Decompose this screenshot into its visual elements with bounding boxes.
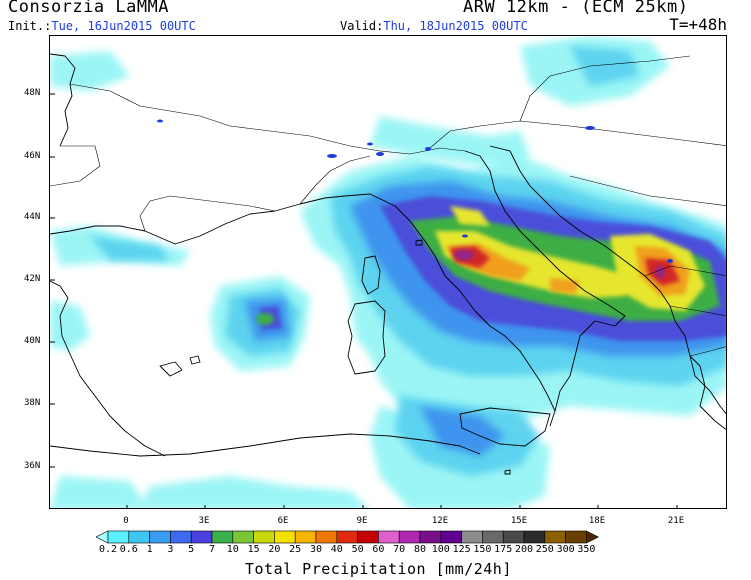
valid-time: Valid:Thu, 18Jun2015 00UTC [340,19,528,33]
lon-label-9e: 9E [356,516,368,526]
colorbar-label: 25 [289,544,302,555]
colorbar-label: 40 [330,544,343,555]
legend-title: Total Precipitation [mm/24h] [245,560,512,578]
colorbar-swatch [398,530,421,544]
lat-label-48n: 48N [24,88,41,98]
colorbar-max-triangle [586,530,600,544]
colorbar-swatch [315,530,338,544]
valid-label: Valid: [340,19,384,33]
lon-label-6e: 6E [277,516,289,526]
colorbar-swatch [274,530,296,544]
colorbar-label: 0.2 [98,544,118,555]
colorbar-min-triangle [96,530,109,544]
colorbar-label: 1 [146,544,153,555]
lakes [157,119,673,263]
colorbar-label: 50 [351,544,364,555]
map-ticks [50,93,678,508]
precip-purple-layer [454,250,665,278]
colorbar-swatch [336,530,358,544]
colorbar-label: 10 [226,544,239,555]
colorbar-label: 7 [208,544,216,555]
colorbar-swatch [170,530,192,544]
colorbar-swatch [378,530,400,544]
lon-label-12e: 12E [431,516,449,526]
colorbar-label: 175 [494,544,513,555]
colorbar-label: 200 [514,544,534,555]
colorbar-label: 250 [535,544,554,555]
colorbar-swatch [211,530,234,544]
colorbar-swatch [357,530,379,544]
colorbar-label: 0.6 [119,544,138,555]
colorbar-label: 350 [577,544,596,555]
lat-label-36n: 36N [24,461,41,471]
colorbar-swatch [461,530,483,544]
lat-label-46n: 46N [24,151,41,161]
colorbar-label: 150 [473,544,492,555]
colorbar-swatch [565,530,587,544]
colorbar-swatch [149,530,171,544]
colorbar-label: 100 [431,544,450,555]
colorbar-swatch [502,530,525,544]
colorbar-label: 20 [268,544,281,555]
colorbar-swatch [419,530,442,544]
colorbar-label: 15 [247,544,260,555]
lat-label-38n: 38N [24,398,41,408]
colorbar-label: 3 [167,544,174,555]
lon-label-0: 0 [123,516,129,526]
init-value: Tue, 16Jun2015 00UTC [51,19,196,33]
init-time: Init.:Tue, 16Jun2015 00UTC [8,19,196,33]
map-canvas [50,36,726,508]
colorbar-label: 125 [452,544,471,555]
precipitation-map [49,35,727,509]
colorbar-swatch [523,530,546,544]
colorbar-swatch [253,530,275,544]
org-title: Consorzia LaMMA [8,0,170,17]
init-label: Init.: [8,19,52,33]
colorbar-swatch [232,530,254,544]
colorbar-label: 30 [309,544,323,555]
colorbar-swatch [440,530,462,544]
colorbar [96,530,600,544]
model-title: ARW 12km - (ECM 25km) [463,0,689,17]
lon-label-21e: 21E [667,516,685,526]
lead-time: T=+48h [669,15,727,34]
colorbar-label: 60 [372,544,385,555]
colorbar-label: 70 [393,544,406,555]
colorbar-swatch [190,530,213,544]
lon-label-3e: 3E [198,516,210,526]
colorbar-label: 5 [188,544,195,555]
colorbar-label: 80 [413,544,427,555]
lon-label-15e: 15E [510,516,528,526]
colorbar-swatch [544,530,566,544]
colorbar-swatch [107,530,130,544]
lat-label-40n: 40N [24,336,41,346]
colorbar-swatch [294,530,317,544]
lat-label-42n: 42N [24,274,41,284]
colorbar-swatch [482,530,504,544]
valid-value: Thu, 18Jun2015 00UTC [383,19,528,33]
lat-label-44n: 44N [24,212,41,222]
colorbar-swatch [128,530,150,544]
country-borders [50,55,726,357]
colorbar-label: 300 [556,544,575,555]
lon-label-18e: 18E [588,516,606,526]
